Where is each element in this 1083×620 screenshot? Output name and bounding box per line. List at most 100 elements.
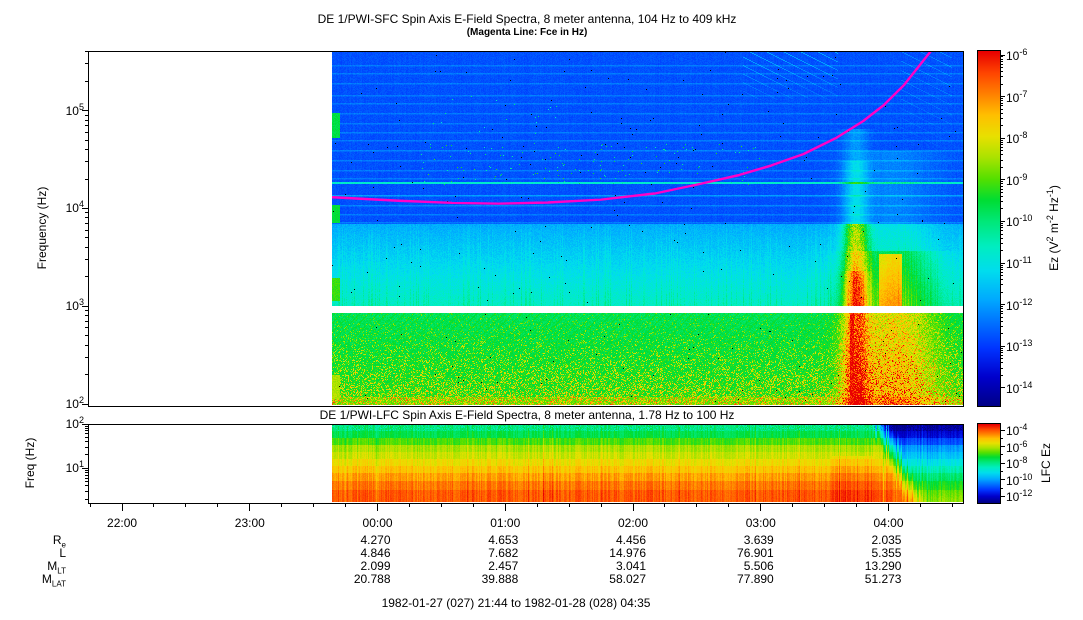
sfc-cb-minor-tick <box>1000 284 1003 286</box>
time-major-tick <box>504 503 506 511</box>
ephemeris-value: 5.355 <box>871 546 902 560</box>
sfc-y-minor-tick <box>85 223 88 225</box>
sfc-cb-minor-tick <box>1000 188 1003 190</box>
ephemeris-row-label: MLAT <box>41 572 66 589</box>
sfc-y-minor-tick <box>85 374 88 376</box>
sfc-cb-minor-tick <box>1000 362 1003 364</box>
ephemeris-value: 2.457 <box>488 559 519 573</box>
time-tick-label: 22:00 <box>107 516 138 530</box>
time-major-tick <box>377 503 379 511</box>
lfc-y-minor-tick <box>85 454 88 456</box>
time-minor-tick <box>568 503 570 507</box>
lfc-colorbar-label: LFC Ez <box>1039 442 1053 484</box>
lfc-colorbar <box>977 423 1001 504</box>
ephemeris-value: 76.901 <box>737 546 774 560</box>
lfc-y-minor-tick <box>85 469 88 471</box>
time-major-tick <box>121 503 123 511</box>
time-minor-tick <box>696 503 698 507</box>
sfc-cb-minor-tick <box>1000 105 1003 107</box>
lfc-spectrogram-heatmap <box>332 425 963 502</box>
sfc-y-tick-label: 103 <box>65 297 84 314</box>
sfc-cb-minor-tick <box>1000 352 1003 354</box>
lfc-cb-tick-label: 10-8 <box>1006 455 1028 472</box>
sfc-cb-minor-tick <box>1000 141 1003 143</box>
sfc-colorbar-gradient <box>978 51 1000 406</box>
ephemeris-value: 4.456 <box>615 533 646 547</box>
time-minor-tick <box>89 503 91 507</box>
lfc-cb-tick-label: 10-10 <box>1006 471 1033 488</box>
sfc-cb-minor-tick <box>1000 181 1003 183</box>
sfc-y-minor-tick <box>85 119 88 121</box>
ephemeris-value: 51.273 <box>864 572 902 586</box>
time-tick-label: 04:00 <box>873 516 904 530</box>
lfc-y-minor-tick <box>85 446 88 448</box>
lfc-cb-major-tick <box>1000 462 1005 464</box>
sfc-cb-minor-tick <box>1000 367 1003 369</box>
sfc-cb-minor-tick <box>1000 374 1003 376</box>
sfc-cb-minor-tick <box>1000 117 1003 119</box>
sfc-y-minor-tick <box>85 149 88 151</box>
lfc-y-tick-label: 101 <box>65 459 84 476</box>
ephemeris-value: 3.639 <box>743 533 774 547</box>
sfc-y-minor-tick <box>85 229 88 231</box>
sfc-cb-tick-label: 10-10 <box>1006 213 1033 230</box>
time-minor-tick <box>919 503 921 507</box>
sfc-cb-minor-tick <box>1000 347 1003 349</box>
sfc-cb-minor-tick <box>1000 98 1003 100</box>
lfc-colorbar-gradient <box>978 424 1000 503</box>
ephemeris-row-label: L <box>59 546 66 560</box>
sfc-cb-minor-tick <box>1000 201 1003 203</box>
ephemeris-value: 4.653 <box>488 533 519 547</box>
sfc-cb-tick-label: 10-12 <box>1006 296 1033 313</box>
sfc-cb-minor-tick <box>1000 308 1003 310</box>
lfc-y-minor-tick <box>85 472 88 474</box>
sfc-colorbar-label: Ez (V2 m-2 Hz-1) <box>1045 185 1061 271</box>
sfc-cb-minor-tick <box>1000 139 1003 141</box>
lfc-plot-frame <box>88 424 964 504</box>
sfc-y-minor-tick <box>85 246 88 248</box>
sfc-cb-tick-label: 10-14 <box>1006 379 1033 396</box>
time-major-tick <box>632 503 634 511</box>
ephemeris-value: 58.027 <box>609 572 646 586</box>
ephemeris-row-label: Re <box>52 533 66 550</box>
time-minor-tick <box>185 503 187 507</box>
sfc-cb-minor-tick <box>1000 358 1003 360</box>
sfc-cb-tick-label: 10-11 <box>1006 255 1032 272</box>
time-tick-label: 03:00 <box>745 516 776 530</box>
sfc-y-minor-tick <box>85 212 88 214</box>
lfc-y-minor-tick <box>85 477 88 479</box>
time-tick-label: 00:00 <box>362 516 393 530</box>
sfc-cb-minor-tick <box>1000 333 1003 335</box>
lfc-y-minor-tick <box>85 427 88 429</box>
sfc-cb-minor-tick <box>1000 191 1003 193</box>
sfc-cb-minor-tick <box>1000 63 1003 65</box>
sfc-cb-minor-tick <box>1000 355 1003 357</box>
time-minor-tick <box>664 503 666 507</box>
sfc-y-minor-tick <box>85 310 88 312</box>
time-minor-tick <box>281 503 283 507</box>
sfc-y-major-tick <box>82 110 88 112</box>
lfc-y-minor-tick <box>85 436 88 438</box>
ephemeris-value: 20.788 <box>353 572 391 586</box>
lfc-cb-medium-tick <box>1000 454 1003 456</box>
time-tick-label: 01:00 <box>490 516 521 530</box>
sfc-cb-major-tick <box>1000 179 1005 181</box>
lfc-y-minor-tick <box>85 498 88 500</box>
sfc-cb-minor-tick <box>1000 237 1003 239</box>
sfc-y-minor-tick <box>85 131 88 133</box>
lfc-y-minor-tick <box>85 490 88 492</box>
lfc-cb-major-tick <box>1000 429 1005 431</box>
sfc-y-major-tick <box>82 403 88 405</box>
sfc-cb-minor-tick <box>1000 306 1003 308</box>
sfc-cb-minor-tick <box>1000 83 1003 85</box>
time-minor-tick <box>472 503 474 507</box>
ephemeris-value: 4.846 <box>360 546 391 560</box>
time-minor-tick <box>408 503 410 507</box>
time-minor-tick <box>600 503 602 507</box>
time-minor-tick <box>824 503 826 507</box>
sfc-cb-tick-label: 10-7 <box>1006 88 1028 105</box>
lfc-y-minor-tick <box>85 430 88 432</box>
sfc-y-minor-tick <box>85 237 88 239</box>
sfc-y-tick-label: 105 <box>65 101 84 118</box>
